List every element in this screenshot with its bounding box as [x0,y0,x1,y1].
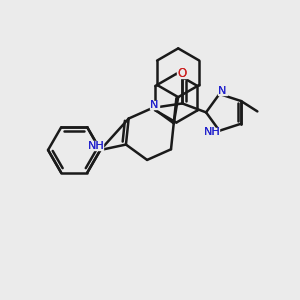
Text: N: N [218,86,226,96]
Bar [177,70,188,78]
Text: O: O [178,67,187,80]
Text: NH: NH [88,140,104,151]
Text: N: N [150,100,158,110]
Text: O: O [178,67,187,80]
Text: N: N [218,86,226,96]
Bar [150,101,158,109]
Bar [218,87,227,95]
Text: NH: NH [88,140,104,151]
Text: N: N [150,100,158,110]
Bar [205,128,219,136]
Text: NH: NH [204,127,220,137]
Text: NH: NH [204,127,220,137]
Bar [89,141,103,150]
